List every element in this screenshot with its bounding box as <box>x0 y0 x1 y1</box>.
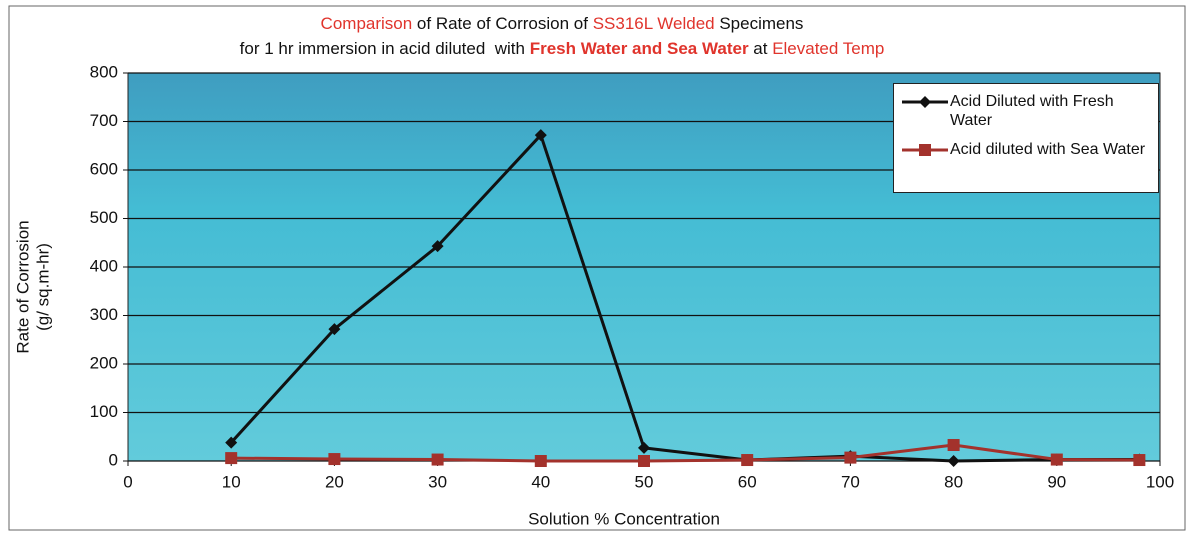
marker <box>431 453 444 466</box>
marker <box>225 436 238 449</box>
title-segment: Fresh Water and Sea Water <box>530 39 749 58</box>
x-tick-label: 60 <box>738 472 757 491</box>
title-segment: Comparison <box>321 14 413 33</box>
x-tick-label: 40 <box>531 472 550 491</box>
marker <box>225 452 238 465</box>
legend-label: Acid diluted with Sea Water <box>950 141 1146 158</box>
x-tick-label: 30 <box>428 472 447 491</box>
title-segment: of Rate of Corrosion of <box>412 14 592 33</box>
title-segment: for 1 hr immersion in acid diluted with <box>240 39 530 58</box>
y-tick-label: 600 <box>90 159 118 178</box>
y-tick-label: 100 <box>90 402 118 421</box>
marker <box>741 454 754 467</box>
series-line <box>231 443 1140 463</box>
marker <box>328 323 341 336</box>
x-tick-label: 80 <box>944 472 963 491</box>
legend-key <box>900 140 950 160</box>
legend-label: Acid Diluted with Fresh Water <box>950 93 1114 129</box>
y-tick-label: 800 <box>90 62 118 81</box>
y-axis-label: (g/ sq.m-hr) <box>33 243 52 331</box>
y-tick-label: 200 <box>90 353 118 372</box>
x-axis-label: Solution % Concentration <box>528 509 720 528</box>
x-tick-label: 10 <box>222 472 241 491</box>
series-line <box>230 133 1140 463</box>
marker <box>947 438 960 451</box>
marker <box>328 453 341 466</box>
legend-item: Acid diluted with Sea Water <box>900 140 1152 160</box>
y-tick-label: 700 <box>90 111 118 130</box>
marker <box>919 144 931 156</box>
legend-swatch <box>902 96 948 108</box>
marker <box>431 240 444 253</box>
marker <box>1133 454 1146 467</box>
x-tick-label: 0 <box>123 472 132 491</box>
legend-key <box>900 92 950 112</box>
y-tick-label: 0 <box>109 450 118 469</box>
x-tick-label: 100 <box>1146 472 1174 491</box>
x-tick-label: 70 <box>841 472 860 491</box>
marker <box>919 96 931 108</box>
marker <box>1050 453 1063 466</box>
marker <box>844 451 857 464</box>
y-tick-label: 400 <box>90 256 118 275</box>
marker <box>947 455 960 467</box>
y-axis-label: Rate of Corrosion <box>13 220 32 353</box>
x-tick-label: 90 <box>1047 472 1066 491</box>
legend: Acid Diluted with Fresh Water Acid dilute… <box>893 83 1159 193</box>
marker <box>638 441 650 454</box>
marker <box>638 455 650 467</box>
marker <box>534 455 547 467</box>
y-tick-label: 500 <box>90 208 118 227</box>
chart-title: Comparison of Rate of Corrosion of SS316… <box>321 14 804 33</box>
y-tick-label: 300 <box>90 305 118 324</box>
chart-title: for 1 hr immersion in acid diluted with … <box>240 39 885 58</box>
title-segment: at <box>749 39 773 58</box>
marker <box>534 129 547 142</box>
x-tick-label: 50 <box>635 472 654 491</box>
title-segment: Specimens <box>715 14 804 33</box>
title-segment: SS316L Welded <box>593 14 715 33</box>
legend-swatch <box>902 144 948 156</box>
legend-item: Acid Diluted with Fresh Water <box>900 92 1152 130</box>
x-tick-label: 20 <box>325 472 344 491</box>
title-segment: Elevated Temp <box>772 39 884 58</box>
